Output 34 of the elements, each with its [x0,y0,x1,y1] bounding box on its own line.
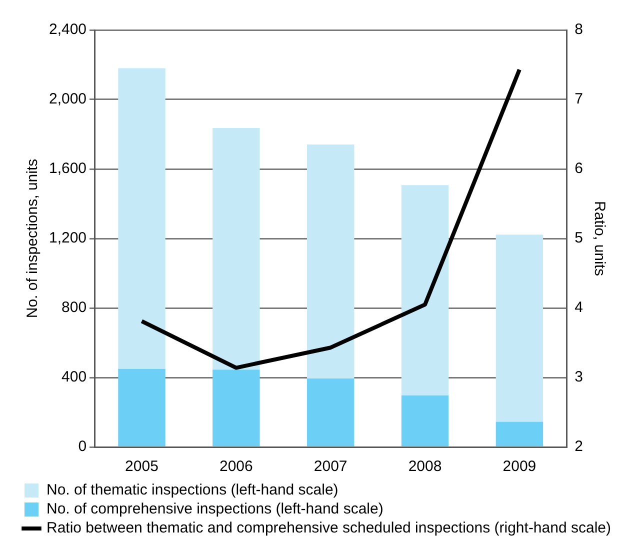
y-axis-title: No. of inspections, units [24,158,42,318]
bar [118,368,166,446]
bar [212,370,260,446]
y2-tick-label: 7 [574,90,583,108]
y2-tick-label: 4 [574,299,583,316]
x-tick-label: 2006 [219,458,253,476]
y-tick-label: 400 [62,368,87,386]
bar [401,185,449,396]
bar [496,234,544,422]
y2-tick-label: 3 [574,368,583,386]
y-tick-label: 0 [78,438,87,456]
y-tick-label: 1,600 [48,160,87,178]
y2-axis-title: Ratio, units [590,200,608,276]
legend-label: No. of thematic inspections (left-hand scale) [46,482,338,499]
bar [401,395,449,446]
y2-tick-label: 6 [574,160,583,178]
x-tick-label: 2009 [502,458,536,476]
x-tick-label: 2008 [408,458,442,476]
bar [118,68,166,369]
legend-label: No. of comprehensive inspections (left-hand scale) [46,500,384,518]
y2-tick-label: 5 [574,230,583,247]
bar [212,128,260,370]
y2-tick-label: 2 [574,438,583,456]
bar [306,144,354,379]
y-tick-label: 800 [62,299,87,316]
y-tick-label: 2,000 [48,90,87,108]
legend-label: Ratio between thematic and comprehensive scheduled inspections (right-hand scale) [46,520,611,537]
bar [496,422,544,446]
bar [306,378,354,446]
x-tick-label: 2007 [314,458,348,476]
y-tick-label: 1,200 [48,230,87,247]
y-tick-label: 2,400 [48,21,87,38]
y2-tick-label: 8 [574,21,583,38]
x-tick-label: 2005 [125,458,158,476]
